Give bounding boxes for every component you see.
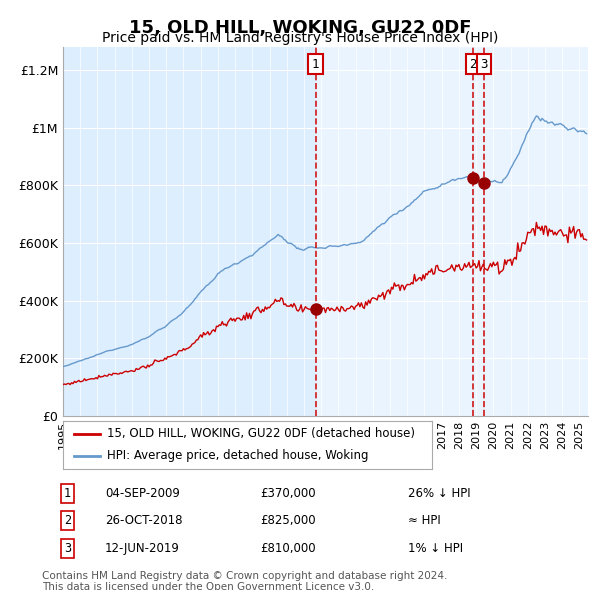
Text: 1: 1	[64, 487, 71, 500]
Text: £370,000: £370,000	[260, 487, 316, 500]
Bar	[316, 47, 588, 416]
Text: 12-JUN-2019: 12-JUN-2019	[105, 542, 179, 555]
Text: Contains HM Land Registry data © Crown copyright and database right 2024.: Contains HM Land Registry data © Crown c…	[42, 571, 448, 581]
Text: ≈ HPI: ≈ HPI	[408, 514, 440, 527]
Text: This data is licensed under the Open Government Licence v3.0.: This data is licensed under the Open Gov…	[42, 582, 374, 590]
Text: 1: 1	[312, 58, 319, 71]
Text: 2: 2	[469, 58, 477, 71]
Text: Price paid vs. HM Land Registry's House Price Index (HPI): Price paid vs. HM Land Registry's House …	[102, 31, 498, 45]
Text: 04-SEP-2009: 04-SEP-2009	[105, 487, 179, 500]
Text: £825,000: £825,000	[260, 514, 316, 527]
Text: 26% ↓ HPI: 26% ↓ HPI	[408, 487, 470, 500]
Text: 2: 2	[64, 514, 71, 527]
Text: HPI: Average price, detached house, Woking: HPI: Average price, detached house, Woki…	[107, 450, 369, 463]
Text: 3: 3	[64, 542, 71, 555]
Text: £810,000: £810,000	[260, 542, 316, 555]
Text: 15, OLD HILL, WOKING, GU22 0DF (detached house): 15, OLD HILL, WOKING, GU22 0DF (detached…	[107, 427, 415, 440]
Text: 26-OCT-2018: 26-OCT-2018	[105, 514, 182, 527]
Text: 1% ↓ HPI: 1% ↓ HPI	[408, 542, 463, 555]
Text: 15, OLD HILL, WOKING, GU22 0DF: 15, OLD HILL, WOKING, GU22 0DF	[129, 19, 471, 37]
Text: 3: 3	[480, 58, 488, 71]
